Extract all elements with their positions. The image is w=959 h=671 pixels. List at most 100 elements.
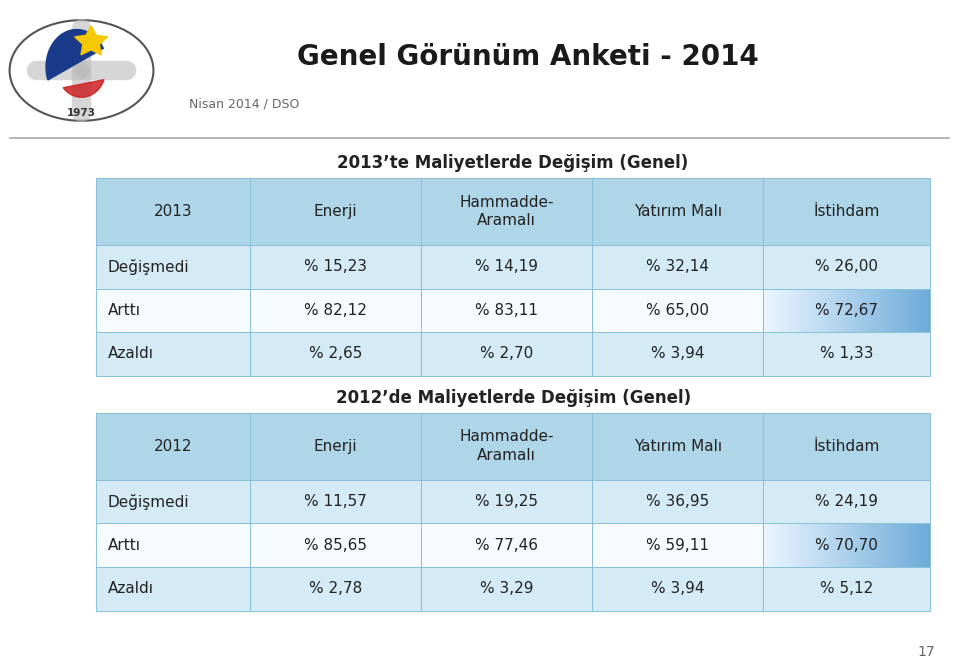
Bar — [844, 523, 847, 567]
Bar — [96, 413, 250, 480]
Bar — [780, 523, 784, 567]
Text: 1973: 1973 — [67, 109, 96, 118]
Text: % 59,11: % 59,11 — [646, 537, 710, 553]
Bar — [844, 289, 847, 332]
Bar — [96, 245, 250, 289]
Bar — [856, 523, 860, 567]
Text: Arttı: Arttı — [107, 537, 140, 553]
Bar — [250, 413, 421, 480]
Bar — [250, 567, 421, 611]
Text: % 5,12: % 5,12 — [820, 581, 874, 597]
Bar — [797, 523, 800, 567]
Bar — [850, 523, 854, 567]
Text: % 2,65: % 2,65 — [309, 346, 363, 362]
Bar — [867, 523, 870, 567]
Bar — [250, 480, 421, 523]
Bar — [784, 289, 786, 332]
Bar — [800, 289, 804, 332]
Bar — [903, 523, 907, 567]
Bar — [901, 523, 903, 567]
Bar — [921, 523, 924, 567]
Bar — [807, 289, 810, 332]
Bar — [421, 567, 593, 611]
Bar — [917, 289, 921, 332]
Bar — [910, 523, 914, 567]
Text: % 32,14: % 32,14 — [646, 259, 710, 274]
Bar — [860, 289, 863, 332]
Bar — [880, 289, 883, 332]
Bar — [763, 178, 930, 245]
Bar — [824, 289, 827, 332]
Text: 17: 17 — [918, 645, 935, 659]
Circle shape — [10, 20, 153, 121]
Bar — [250, 332, 421, 376]
Bar — [854, 523, 856, 567]
Bar — [817, 523, 820, 567]
Text: İstihdam: İstihdam — [813, 439, 880, 454]
Bar — [820, 523, 824, 567]
Polygon shape — [46, 30, 104, 80]
Bar — [817, 289, 820, 332]
Bar — [763, 289, 766, 332]
Text: 2012’de Maliyetlerde Değişim (Genel): 2012’de Maliyetlerde Değişim (Genel) — [336, 389, 690, 407]
Bar — [804, 523, 807, 567]
Bar — [777, 289, 780, 332]
Bar — [854, 289, 856, 332]
Text: % 36,95: % 36,95 — [646, 494, 710, 509]
Bar — [250, 289, 421, 332]
Bar — [887, 289, 890, 332]
Bar — [790, 523, 793, 567]
Text: % 85,65: % 85,65 — [304, 537, 367, 553]
Text: Değişmedi: Değişmedi — [107, 494, 189, 509]
Bar — [763, 567, 930, 611]
Bar — [833, 523, 837, 567]
Bar — [763, 480, 930, 523]
Bar — [250, 523, 421, 567]
Bar — [903, 289, 907, 332]
Bar — [924, 289, 927, 332]
Text: 2013: 2013 — [153, 204, 193, 219]
Text: % 82,12: % 82,12 — [304, 303, 367, 318]
Bar — [96, 178, 250, 245]
Bar — [927, 289, 930, 332]
Text: Hammadde-
Aramalı: Hammadde- Aramalı — [459, 195, 554, 228]
Bar — [877, 289, 880, 332]
Text: % 3,94: % 3,94 — [651, 346, 705, 362]
Bar — [887, 523, 890, 567]
Bar — [820, 289, 824, 332]
Bar — [914, 523, 917, 567]
Bar — [813, 523, 817, 567]
Bar — [863, 523, 867, 567]
Bar — [793, 289, 797, 332]
Bar — [763, 523, 930, 567]
Bar — [800, 523, 804, 567]
Bar — [250, 178, 421, 245]
Bar — [877, 523, 880, 567]
Bar — [763, 523, 766, 567]
Polygon shape — [63, 80, 104, 97]
Text: % 77,46: % 77,46 — [476, 537, 538, 553]
Bar — [96, 289, 250, 332]
Text: % 83,11: % 83,11 — [476, 303, 538, 318]
Bar — [837, 289, 840, 332]
Bar — [593, 413, 763, 480]
Text: Değişmedi: Değişmedi — [107, 259, 189, 274]
Bar — [784, 523, 786, 567]
Text: % 11,57: % 11,57 — [304, 494, 367, 509]
Bar — [863, 289, 867, 332]
Bar — [894, 523, 897, 567]
Text: % 26,00: % 26,00 — [815, 259, 878, 274]
Bar — [897, 523, 901, 567]
Bar — [421, 289, 593, 332]
Bar — [874, 523, 877, 567]
Text: % 3,29: % 3,29 — [480, 581, 533, 597]
Bar — [250, 245, 421, 289]
Bar — [927, 523, 930, 567]
Bar — [804, 289, 807, 332]
Bar — [773, 523, 777, 567]
Text: Nisan 2014 / DSO: Nisan 2014 / DSO — [189, 97, 300, 111]
Bar — [827, 289, 830, 332]
Bar — [910, 289, 914, 332]
Bar — [856, 289, 860, 332]
Bar — [880, 523, 883, 567]
